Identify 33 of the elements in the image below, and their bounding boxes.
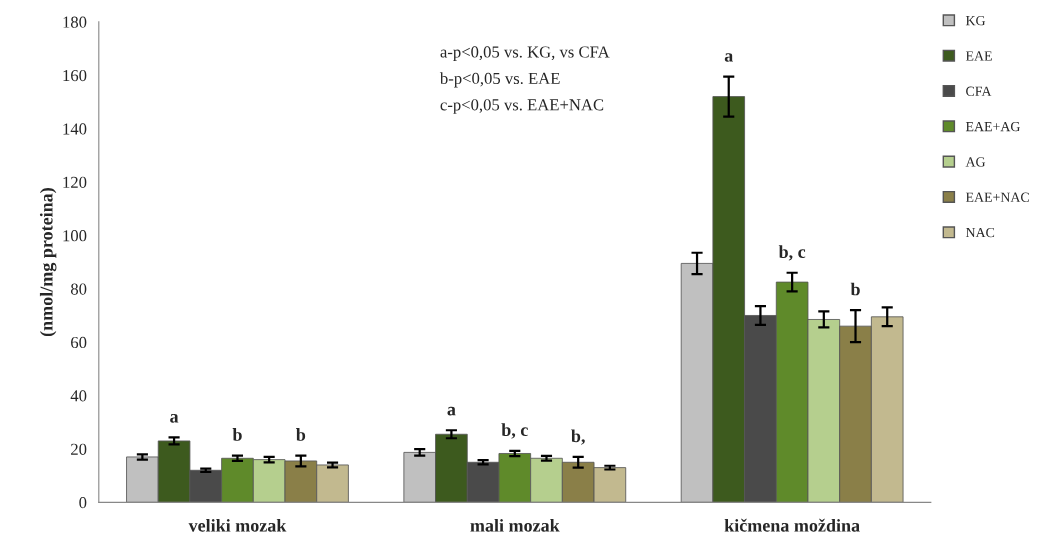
y-axis-title: (nmol/mg proteina) <box>39 188 57 337</box>
annotation: b-p<0,05 vs. EAE <box>439 72 560 88</box>
y-tick-label: 20 <box>71 443 87 455</box>
data-label: b <box>850 282 860 296</box>
legend-label: AG <box>965 157 986 167</box>
legend-label: EAE <box>965 51 992 61</box>
x-tick-label: mali mozak <box>470 518 560 532</box>
legend-label: EAE+NAC <box>965 192 1029 202</box>
data-label: a <box>724 53 733 62</box>
y-tick-label: 100 <box>63 230 87 242</box>
y-tick-label: 40 <box>70 390 87 402</box>
data-label: b, c <box>501 423 528 439</box>
annotation: a-p<0,05 vs. KG, vs CFA <box>440 46 610 61</box>
legend-label: CFA <box>966 86 992 96</box>
legend-label: KG <box>965 15 986 26</box>
data-label: b, <box>571 429 585 445</box>
y-tick-label: 180 <box>63 16 87 28</box>
legend-label: NAC <box>965 227 995 238</box>
x-tick-label: veliki mozak <box>188 518 287 532</box>
y-tick-label: 0 <box>79 497 87 509</box>
y-tick-label: 120 <box>63 176 87 188</box>
y-tick-label: 80 <box>70 283 87 295</box>
data-label: a <box>447 406 456 416</box>
y-tick-label: 60 <box>71 336 87 349</box>
data-label: b, c <box>778 245 806 261</box>
x-tick-label: kičmena moždina <box>724 518 860 532</box>
annotation: c-p<0,05 vs. EAE+NAC <box>440 99 604 114</box>
data-label: a <box>170 414 179 423</box>
data-label: b <box>232 428 242 441</box>
data-label: b <box>296 428 306 441</box>
y-tick-label: 160 <box>63 69 87 82</box>
y-tick-label: 140 <box>63 123 87 135</box>
legend-label: EAE+AG <box>965 121 1020 132</box>
